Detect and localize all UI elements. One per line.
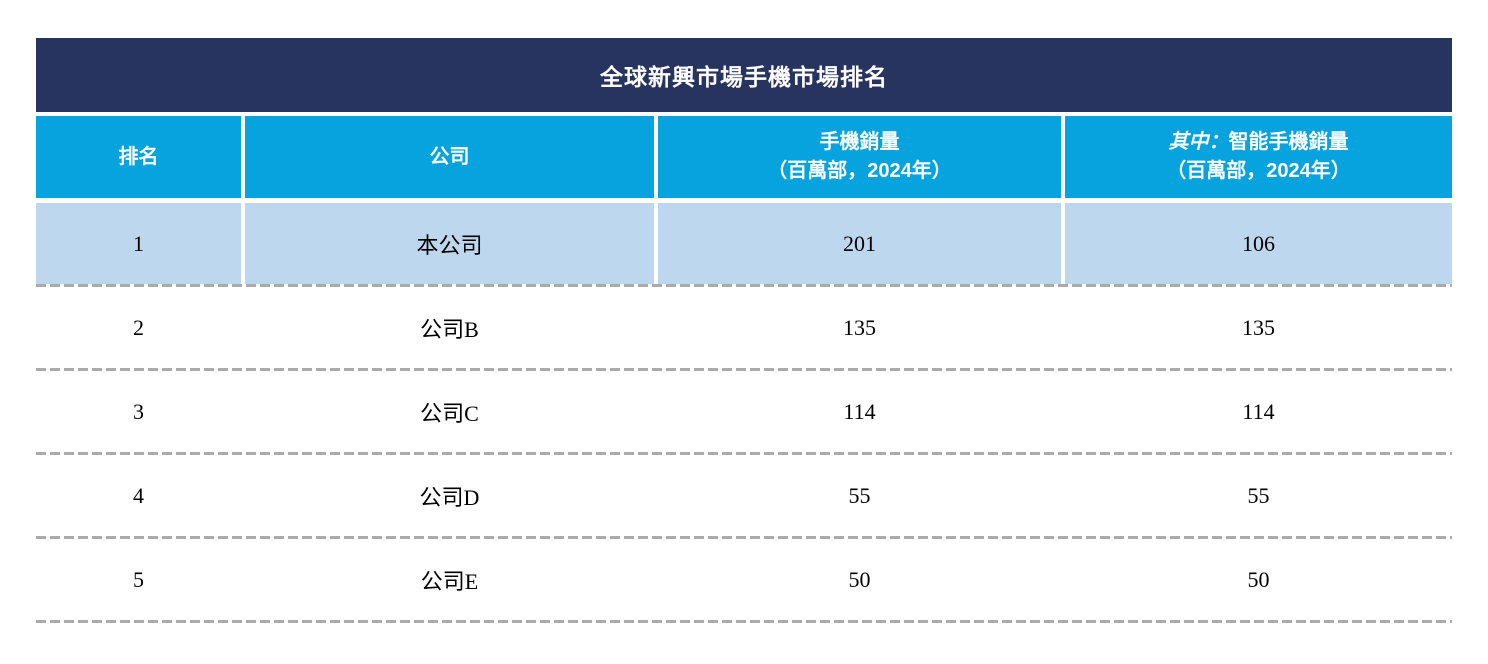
smartphone-sales-cell: 135 — [1242, 314, 1275, 340]
smartphone-sales-cell: 114 — [1242, 398, 1275, 424]
table-row-2: 2 公司B 135 135 — [36, 287, 1452, 368]
table-header-row: 排名 公司 手機銷量 （百萬部，2024年） 其中：智能手機銷量 （百萬部，20… — [36, 116, 1452, 198]
header-smartphone-sales-line2: （百萬部，2024年） — [1166, 160, 1351, 182]
header-smartphone-prefix: 其中： — [1168, 131, 1229, 153]
smartphone-sales-cell: 106 — [1065, 203, 1452, 284]
rank-cell: 5 — [133, 566, 144, 592]
row-separator — [36, 452, 1452, 455]
header-cell-rank: 排名 — [36, 116, 241, 198]
header-smartphone-sales-line1: 其中：智能手機銷量 — [1169, 128, 1349, 157]
company-cell: 公司C — [420, 400, 479, 426]
table-row-3: 3 公司C 114 114 — [36, 371, 1452, 452]
rank-cell: 4 — [133, 482, 144, 508]
table-row-5: 5 公司E 50 50 — [36, 539, 1452, 620]
ranking-table: 全球新興市場手機市場排名 排名 公司 手機銷量 （百萬部，2024年） 其中：智… — [36, 38, 1452, 623]
header-phone-sales-line2: （百萬部，2024年） — [767, 160, 952, 182]
company-cell: 公司E — [420, 568, 479, 594]
phone-sales-cell: 114 — [843, 398, 876, 424]
header-smartphone-label: 智能手機銷量 — [1228, 131, 1349, 153]
row-separator — [36, 536, 1452, 539]
header-cell-phone-sales: 手機銷量 （百萬部，2024年） — [658, 116, 1061, 198]
phone-sales-cell: 135 — [843, 314, 876, 340]
rank-cell: 2 — [133, 314, 144, 340]
table-row-1: 1 本公司 201 106 — [36, 203, 1452, 284]
smartphone-sales-cell: 50 — [1247, 566, 1270, 592]
phone-sales-cell: 55 — [848, 482, 871, 508]
row-separator — [36, 284, 1452, 287]
table-title: 全球新興市場手機市場排名 — [600, 64, 888, 90]
row-separator — [36, 620, 1452, 623]
row-separator — [36, 368, 1452, 371]
company-cell: 公司D — [419, 484, 480, 510]
table-row-4: 4 公司D 55 55 — [36, 455, 1452, 536]
company-cell: 本公司 — [245, 203, 654, 284]
header-cell-company: 公司 — [245, 116, 654, 198]
header-rank-label: 排名 — [118, 145, 159, 168]
header-phone-sales-line1: 手機銷量 — [819, 131, 900, 153]
header-cell-smartphone-sales: 其中：智能手機銷量 （百萬部，2024年） — [1065, 116, 1452, 198]
rank-cell: 1 — [36, 203, 241, 284]
table-title-bar: 全球新興市場手機市場排名 — [36, 38, 1452, 112]
rank-cell: 3 — [133, 398, 144, 424]
smartphone-sales-cell: 55 — [1247, 482, 1270, 508]
phone-sales-cell: 201 — [658, 203, 1061, 284]
phone-sales-cell: 50 — [848, 566, 871, 592]
company-cell: 公司B — [420, 316, 479, 342]
header-company-label: 公司 — [429, 145, 470, 168]
